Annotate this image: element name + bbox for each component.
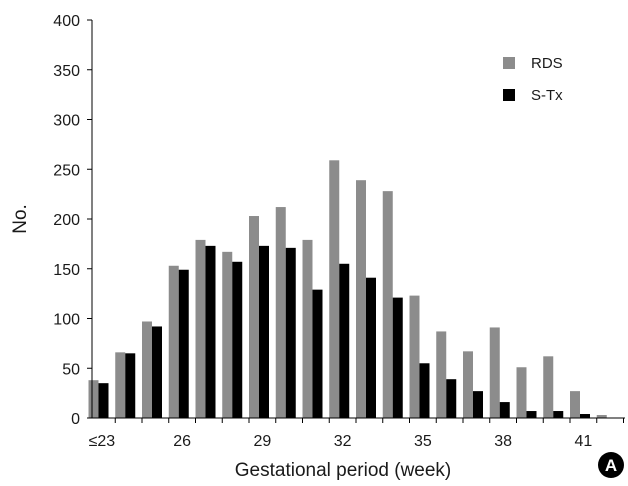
legend-swatch-rds	[503, 57, 515, 69]
x-tick-label: 38	[494, 433, 512, 450]
y-tick-label: 50	[62, 361, 80, 378]
x-tick-label: ≤23	[89, 433, 116, 450]
bar-rds-39	[516, 367, 527, 418]
x-tick-label: 35	[414, 433, 432, 450]
bar-rds-41	[570, 391, 580, 418]
bar-s-tx-33	[366, 277, 376, 418]
bar-rds-31	[302, 239, 313, 418]
bar-rds-42	[596, 415, 607, 418]
y-tick-label: 100	[53, 312, 80, 329]
bar-s-tx-30	[285, 247, 296, 418]
bar-s-tx-39	[526, 411, 537, 418]
bar-s-tx-36	[446, 379, 457, 418]
bar-rds-28	[222, 251, 233, 418]
bar-rds-26	[168, 265, 179, 418]
bar-s-tx-28	[232, 261, 243, 418]
y-tick-label: 200	[53, 212, 80, 229]
panel-badge: A	[598, 452, 624, 478]
y-ticks-group: 0 50 100 150 200 250 300 350 400	[53, 13, 92, 428]
bar-s-tx-26	[178, 269, 189, 418]
x-tick-label: 32	[334, 433, 352, 450]
bar-s-tx-29	[259, 245, 269, 418]
bar-rds-24	[115, 352, 126, 418]
panel-badge-text: A	[605, 456, 617, 475]
bar-s-tx-32	[339, 263, 350, 418]
bar-s-tx-25	[152, 326, 162, 418]
bar-rds-34	[382, 191, 393, 418]
x-tick-label: 26	[173, 433, 191, 450]
bar-s-tx-31	[312, 289, 323, 418]
bar-s-tx-24	[125, 353, 136, 418]
bar-s-tx-41	[580, 414, 590, 418]
y-tick-label: 400	[53, 13, 80, 30]
bar-rds-37	[463, 351, 473, 418]
bar-rds-35	[409, 295, 420, 418]
bar-rds-32	[329, 160, 340, 419]
legend-label-rds: RDS	[531, 55, 563, 72]
bar-rds-27	[195, 239, 206, 418]
y-tick-label: 300	[53, 113, 80, 130]
bar-rds-40	[543, 356, 554, 418]
bar-rds-25	[142, 321, 152, 418]
bar-s-tx-37	[473, 391, 483, 418]
y-tick-label: 250	[53, 162, 80, 179]
y-tick-label: 150	[53, 262, 80, 279]
bar-rds-23	[88, 380, 99, 418]
bar-rds-33	[356, 180, 366, 418]
y-tick-label: 350	[53, 63, 80, 80]
x-tick-label: 29	[253, 433, 271, 450]
x-axis-label: Gestational period (week)	[235, 460, 452, 481]
legend-label-s-tx: S-Tx	[531, 87, 563, 104]
x-ticks-group: ≤23 26 29 32 35 38 41	[89, 418, 624, 450]
legend: RDS S-Tx	[503, 55, 563, 104]
y-axis-label: No.	[10, 204, 31, 234]
bar-s-tx-27	[205, 245, 216, 418]
bar-s-tx-23	[98, 383, 109, 418]
bars-group	[88, 160, 607, 419]
y-tick-label: 0	[71, 411, 80, 428]
bar-rds-30	[275, 207, 286, 418]
bar-s-tx-40	[553, 411, 564, 418]
x-tick-label: 41	[574, 433, 592, 450]
bar-rds-38	[489, 327, 500, 418]
bar-s-tx-38	[499, 402, 510, 418]
bar-rds-29	[249, 216, 259, 418]
bar-s-tx-35	[419, 363, 430, 418]
bar-s-tx-34	[392, 297, 403, 418]
legend-swatch-s-tx	[503, 89, 515, 101]
bar-rds-36	[436, 331, 447, 418]
